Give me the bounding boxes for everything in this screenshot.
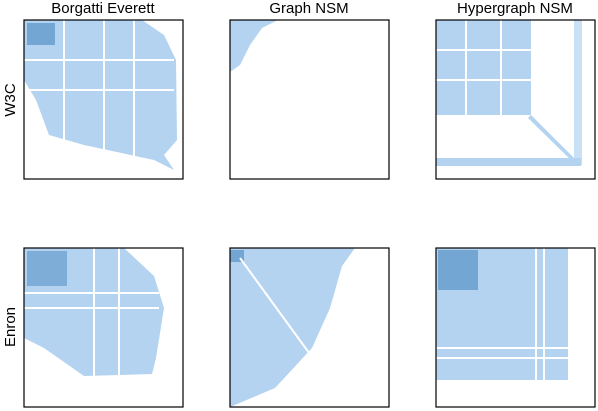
matrix-panel — [435, 247, 596, 408]
matrix-panel — [435, 19, 596, 180]
row-label: W3C — [2, 83, 19, 117]
matrix-panel — [23, 19, 184, 180]
matrix-panel — [229, 19, 390, 180]
row-label: Enron — [2, 307, 19, 347]
matrix-panel — [229, 247, 390, 408]
column-title: Borgatti Everett — [51, 0, 155, 17]
column-title: Hypergraph NSM — [457, 0, 573, 17]
column-title: Graph NSM — [269, 0, 348, 17]
matrix-panel — [23, 247, 184, 408]
